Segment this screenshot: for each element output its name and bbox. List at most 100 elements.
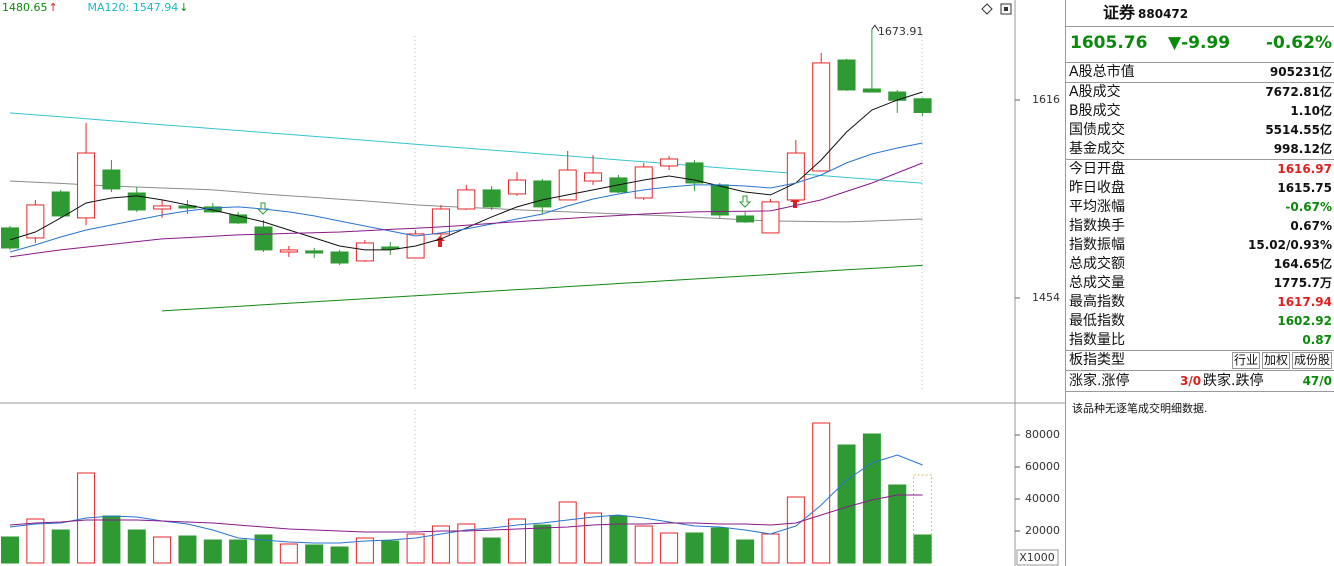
stat-label: 总成交量 <box>1069 275 1125 291</box>
stat-row: 最低指数 1602.92 <box>1066 312 1334 331</box>
volume-bar <box>26 518 45 564</box>
stat-row: 指数量比 0.87 <box>1066 331 1334 350</box>
volume-bar <box>178 535 197 564</box>
tags: 行业 加权 成份股 <box>1230 351 1332 370</box>
stat-value: 1616.97 <box>1277 162 1332 176</box>
volume-bar <box>786 496 805 564</box>
stat-value: -0.67% <box>1285 200 1332 214</box>
board-tag[interactable]: 加权 <box>1261 352 1290 369</box>
y-tick-label: 1454 <box>1032 291 1060 304</box>
ma-label: MA120: 1547.94 <box>88 1 179 14</box>
stat-row: 最高指数 1617.94 <box>1066 293 1334 312</box>
stat-row: 总成交额 164.65亿 <box>1066 255 1334 274</box>
candle-down <box>254 226 273 251</box>
quote-header: 证券 880472 <box>1066 0 1334 27</box>
volume-bar <box>634 525 653 564</box>
candle-down <box>127 192 146 211</box>
candle-up <box>812 62 831 172</box>
volume-bar <box>279 543 298 564</box>
volume-bar <box>761 533 780 564</box>
candle-down <box>1 227 19 249</box>
candle-down <box>229 214 248 224</box>
toolbar-icons[interactable] <box>981 3 1012 15</box>
stat-value: 0.67% <box>1290 219 1332 233</box>
ma-line <box>9 162 923 258</box>
stat-label: 最高指数 <box>1069 294 1125 310</box>
volume-bar <box>254 534 273 564</box>
stat-value: 5514.55亿 <box>1265 123 1332 137</box>
candle-down <box>51 191 70 217</box>
stat-label: 平均涨幅 <box>1069 199 1125 215</box>
up-label: 涨家.涨停 <box>1069 373 1130 389</box>
quote-panel: 证券 880472 1605.76 ▼-9.99 -0.62% A股总市值 905231亿 A… <box>1065 0 1334 566</box>
volume-bar <box>355 537 374 564</box>
stat-value: 905231亿 <box>1269 65 1332 79</box>
candle-up <box>660 158 679 167</box>
stat-label: 板指类型 <box>1069 352 1125 368</box>
stat-row: B股成交 1.10亿 <box>1066 102 1334 121</box>
stat-label: 最低指数 <box>1069 313 1125 329</box>
candle-up <box>153 205 172 210</box>
chart: X1000 1480.65 ↑ MA120: 1547.94 ↓ 1454 1616 167… <box>0 0 1065 566</box>
ma-arrow: ↓ <box>179 1 188 14</box>
candle-down <box>482 189 501 208</box>
volume-bar <box>660 532 679 564</box>
candle-up <box>355 242 374 262</box>
box-icon[interactable] <box>1000 3 1012 15</box>
price: 1605.76 <box>1070 33 1148 53</box>
stat-label: A股总市值 <box>1069 64 1135 80</box>
change-pct: -0.62% <box>1265 33 1332 53</box>
volume-bar <box>736 539 755 564</box>
volume-bar <box>837 444 856 564</box>
candle-down <box>837 59 856 91</box>
candle-down <box>330 251 349 264</box>
down-label: 跌家.跌停 <box>1203 373 1264 389</box>
volume-bar <box>812 422 831 564</box>
candle-down <box>102 169 121 190</box>
volume-bar <box>1 536 19 564</box>
stat-row: 总成交量 1775.7万 <box>1066 274 1334 293</box>
stat-label: 指数换手 <box>1069 218 1125 234</box>
volume-bar <box>685 532 704 564</box>
ma-line <box>9 91 923 251</box>
note: 该品种无逐笔成交明细数据. <box>1072 402 1208 415</box>
candle-up <box>634 166 653 199</box>
candle-up <box>77 152 96 219</box>
ma-arrow: ↑ <box>49 1 58 14</box>
volume-bar <box>330 546 349 564</box>
volume-bar <box>153 536 172 564</box>
stat-row: 指数换手 0.67% <box>1066 217 1334 236</box>
stat-row: 昨日收盘 1615.75 <box>1066 179 1334 198</box>
candle-down <box>888 91 907 101</box>
stat-value: 15.02/0.93% <box>1248 238 1332 252</box>
diamond-icon[interactable] <box>981 3 993 15</box>
high-label: 1673.91 <box>878 25 924 38</box>
stat-label: 指数量比 <box>1069 332 1125 348</box>
candle-down <box>862 88 881 93</box>
down-count: 47/0 <box>1302 374 1332 388</box>
y-tick-label: 80000 <box>1025 428 1060 441</box>
up-count: 3/0 <box>1180 374 1202 388</box>
unit-label: X1000 <box>1019 551 1055 564</box>
ma-line <box>9 112 923 184</box>
candle-up <box>26 204 45 239</box>
stat-value: 998.12亿 <box>1273 142 1332 156</box>
volume-bar <box>888 484 907 564</box>
y-tick-label: 60000 <box>1025 460 1060 473</box>
stat-value: 1617.94 <box>1277 295 1332 309</box>
stat-row: 指数振幅 15.02/0.93% <box>1066 236 1334 255</box>
stat-label: 基金成交 <box>1069 141 1125 157</box>
board-tag[interactable]: 成份股 <box>1291 352 1332 369</box>
volume-bar <box>584 512 603 564</box>
stock-name: 证券 <box>1103 3 1136 22</box>
volume-estimate <box>913 474 933 564</box>
board-type-row: 板指类型 行业 加权 成份股 <box>1066 351 1334 371</box>
stat-row: A股总市值 905231亿 <box>1066 63 1334 82</box>
board-tag[interactable]: 行业 <box>1231 352 1260 369</box>
volume-bar <box>457 523 476 564</box>
volume-bar <box>305 544 324 564</box>
volume-bar <box>609 515 628 564</box>
ma-line <box>9 454 923 544</box>
ma-line <box>9 494 923 533</box>
